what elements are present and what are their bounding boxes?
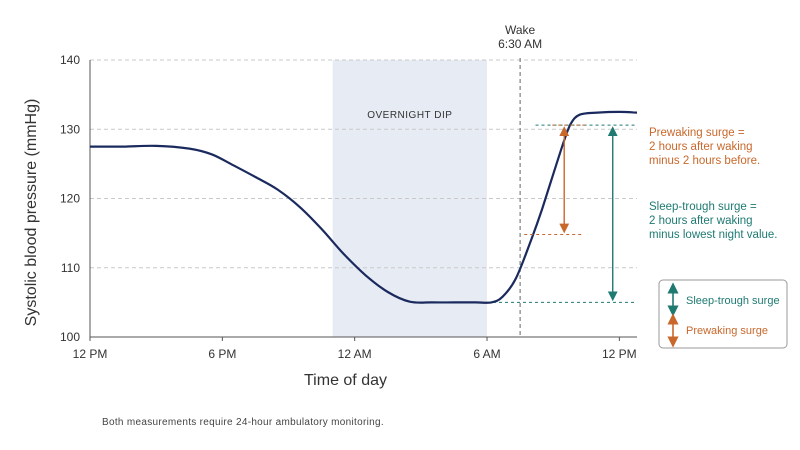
y-axis-title: Systolic blood pressure (mmHg): [23, 99, 40, 327]
band-label: OVERNIGHT DIP: [367, 110, 452, 121]
legend-sleep-trough-label: Sleep-trough surge: [686, 295, 780, 307]
y-gridlines: [90, 59, 637, 269]
footnote: Both measurements require 24-hour ambula…: [102, 417, 384, 428]
x-tick-label: 12 PM: [602, 347, 637, 361]
reference-lines: [487, 124, 637, 303]
sleep-trough-surge-text: minus lowest night value.: [649, 229, 777, 241]
legend: Sleep-trough surge Prewaking surge: [658, 279, 788, 349]
x-tick-labels: 12 PM 6 PM 12 AM 6 AM 12 PM: [73, 337, 637, 361]
y-tick-label: 120: [60, 192, 80, 206]
y-tick-label: 130: [60, 122, 80, 136]
prewaking-surge-text: 2 hours after waking: [649, 141, 753, 153]
x-axis-title: Time of day: [304, 372, 387, 389]
prewaking-surge-text: Prewaking surge =: [649, 127, 745, 139]
prewaking-surge-annotation: Prewaking surge = 2 hours after waking min…: [524, 124, 760, 236]
sleep-trough-surge-annotation: Sleep-trough surge = 2 hours after waking…: [607, 126, 777, 302]
y-tick-label: 140: [60, 53, 80, 67]
legend-box: [658, 279, 788, 349]
x-tick-label: 6 PM: [208, 347, 236, 361]
sleep-trough-surge-text: Sleep-trough surge =: [649, 201, 757, 213]
x-tick-label: 6 AM: [473, 347, 500, 361]
legend-prewaking-label: Prewaking surge: [686, 325, 768, 337]
wake-label: Wake: [505, 23, 536, 37]
y-tick-label: 110: [61, 261, 80, 275]
sleep-trough-surge-text: 2 hours after waking: [649, 215, 753, 227]
prewaking-surge-text: minus 2 hours before.: [649, 155, 760, 167]
x-tick-label: 12 PM: [73, 347, 108, 361]
wake-time-label: 6:30 AM: [498, 37, 542, 51]
y-tick-label: 100: [60, 330, 80, 344]
x-tick-label: 12 AM: [338, 347, 372, 361]
y-tick-labels: 100 110 120 130 140: [60, 53, 80, 344]
